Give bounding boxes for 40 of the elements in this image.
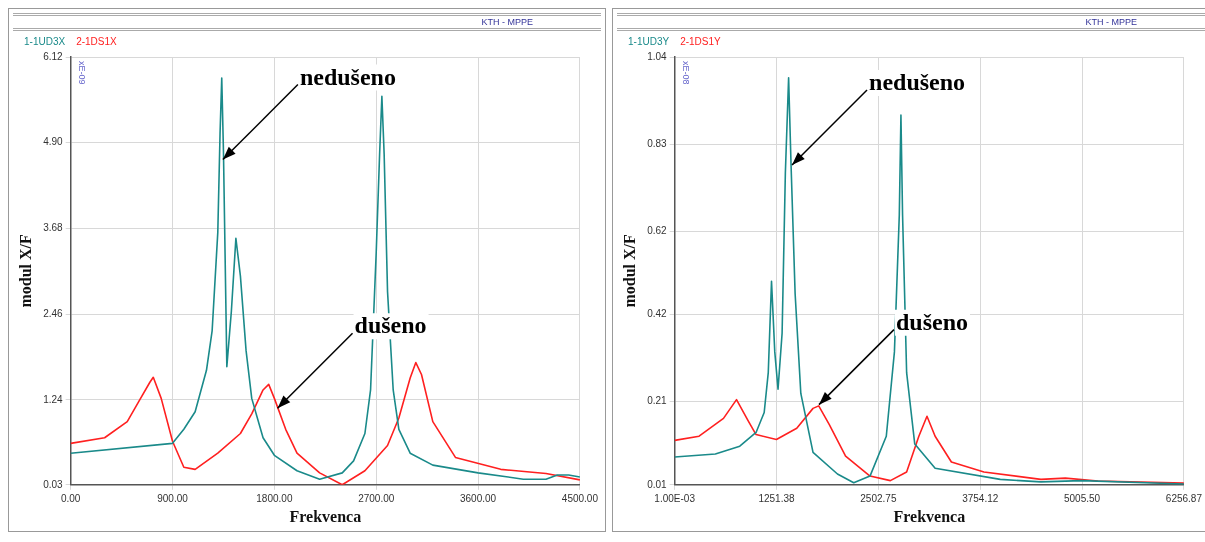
y-tick-label: 0.01 [647, 478, 668, 490]
y-tick-label: 0.21 [647, 395, 668, 407]
x-tick-label: 0.00 [60, 492, 81, 504]
y-tick-label: 0.83 [647, 137, 668, 149]
y-tick-label: 1.04 [647, 50, 668, 62]
x-tick-label: 3754.12 [962, 492, 999, 504]
x-tick-label: 4500.00 [561, 492, 599, 504]
y-tick-label: 6.12 [43, 50, 64, 62]
text: 2-1DS1Y [680, 35, 722, 47]
chart-subtitle: KTH - MPPE [473, 17, 541, 27]
y-tick-label: 3.68 [43, 222, 64, 234]
annotation: xE-08 [680, 61, 691, 85]
x-tick-label: 1251.38 [758, 492, 796, 504]
y-tick-label: 0.03 [43, 478, 64, 490]
text: 1-1UD3Y [628, 35, 670, 47]
y-tick-label: 2.46 [43, 307, 64, 319]
annotation: nedušeno [299, 63, 396, 90]
x-tick-label: 900.00 [157, 492, 189, 504]
x-axis-title: Frekvenca [289, 507, 362, 525]
y-axis-title: modul X/F [16, 234, 34, 308]
y-tick-label: 0.62 [647, 225, 668, 237]
x-tick-label: 2700.00 [358, 492, 395, 504]
chart-subtitle: KTH - MPPE [1077, 17, 1145, 27]
x-tick-label: 1800.00 [256, 492, 293, 504]
y-tick-label: 4.90 [43, 136, 64, 148]
annotation: dušeno [354, 312, 427, 339]
text: 2-1DS1X [76, 35, 118, 47]
x-tick-label: 3600.00 [460, 492, 497, 504]
x-tick-label: 5005.50 [1064, 492, 1101, 504]
annotation: nedušeno [869, 69, 966, 96]
annotation: dušeno [895, 308, 969, 335]
y-tick-label: 0.42 [647, 308, 668, 320]
x-axis-title: Frekvenca [893, 507, 966, 525]
y-axis-title: modul X/F [620, 234, 638, 308]
x-tick-label: 6256.87 [1165, 492, 1203, 504]
annotation: xE-09 [76, 61, 87, 85]
text: 1-1UD3X [24, 35, 66, 47]
x-tick-label: 1.00E-03 [654, 492, 696, 504]
x-tick-label: 2502.75 [860, 492, 897, 504]
y-tick-label: 1.24 [43, 393, 64, 405]
